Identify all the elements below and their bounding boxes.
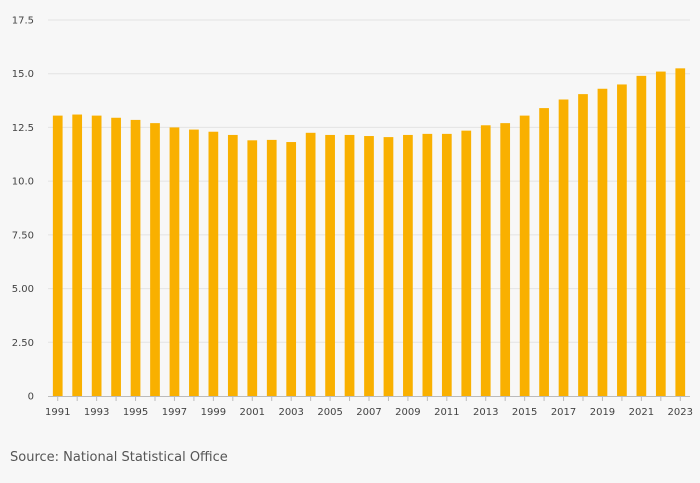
source-note: Source: National Statistical Office: [10, 450, 228, 465]
bar: [91, 115, 102, 397]
bar: [227, 134, 238, 396]
bar: [266, 139, 277, 396]
y-tick-label: 17.5: [12, 16, 34, 27]
bars: [52, 68, 686, 397]
bar: [72, 114, 83, 396]
bar: [539, 108, 549, 396]
x-tick-label: 2009: [395, 407, 420, 418]
bar: [655, 71, 666, 397]
x-tick-label: 2003: [278, 407, 303, 418]
y-tick-label: 2.50: [12, 338, 34, 349]
bar: [383, 137, 394, 396]
bar: [344, 134, 355, 396]
y-axis: 0 2.50 5.00 7.50 10.0 12.5 15.0 17.5: [12, 16, 34, 403]
x-tick-label: 2001: [240, 407, 265, 418]
bar: [247, 140, 258, 396]
bar: [422, 133, 433, 397]
bar: [286, 142, 297, 396]
bar: [208, 131, 219, 396]
bar: [52, 115, 63, 397]
bar: [403, 134, 413, 396]
bar: [325, 134, 335, 396]
bar: [675, 68, 686, 396]
x-tick-label: 2019: [590, 407, 615, 418]
x-tick-label: 1997: [162, 407, 187, 418]
y-tick-label: 10.0: [12, 177, 34, 188]
bar: [364, 136, 374, 396]
y-tick-label: 7.50: [12, 230, 34, 241]
bar: [189, 129, 199, 396]
bar: [519, 115, 530, 397]
bar: [111, 117, 121, 396]
bar: [578, 94, 588, 396]
x-tick-label: 1995: [123, 407, 148, 418]
bar: [636, 75, 647, 396]
bar: [441, 133, 452, 397]
x-tick-label: 1993: [84, 407, 109, 418]
y-tick-label: 12.5: [12, 123, 34, 134]
bar: [597, 88, 608, 397]
y-tick-label: 15.0: [12, 69, 34, 80]
bar: [305, 132, 316, 397]
bar: [169, 127, 180, 396]
x-tick-label: 2023: [668, 407, 693, 418]
bar: [617, 84, 627, 396]
x-tick-label: 2005: [317, 407, 342, 418]
x-tick-label: 2017: [551, 407, 576, 418]
x-tick-label: 1991: [45, 407, 70, 418]
x-tick-label: 2007: [356, 407, 381, 418]
x-tick-label: 1999: [201, 407, 226, 418]
x-axis: 1991 1993 1995 1997 1999 2001 2003 2005 2007 2009…: [45, 396, 693, 418]
y-tick-label: 5.00: [12, 284, 34, 295]
x-tick-label: 2013: [473, 407, 498, 418]
x-tick-label: 2011: [434, 407, 459, 418]
bar: [558, 99, 569, 397]
x-tick-label: 2015: [512, 407, 537, 418]
bar: [500, 123, 511, 396]
bar: [150, 123, 160, 396]
bar: [480, 125, 491, 396]
y-tick-label: 0: [28, 392, 34, 403]
x-tick-label: 2021: [629, 407, 654, 418]
bar: [461, 130, 472, 396]
bar: [130, 119, 141, 396]
